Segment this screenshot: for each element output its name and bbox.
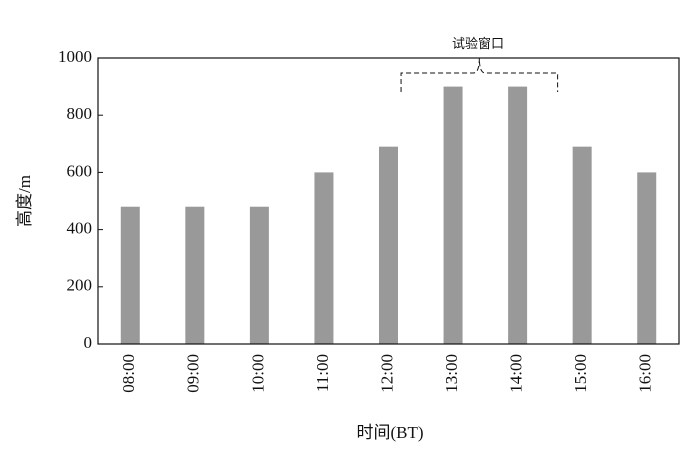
y-axis-label: 高度/m xyxy=(15,175,34,227)
plot-frame xyxy=(97,57,680,345)
x-tick-label: 15:00 xyxy=(571,354,590,393)
x-tick-label: 13:00 xyxy=(442,354,461,393)
y-tick-label: 1000 xyxy=(58,47,92,66)
x-tick-label: 14:00 xyxy=(507,354,526,393)
y-tick-label: 0 xyxy=(84,333,93,352)
y-tick-label: 200 xyxy=(67,276,93,295)
bar xyxy=(637,172,657,344)
bar xyxy=(314,172,334,344)
y-tick-label: 400 xyxy=(67,219,93,238)
bar xyxy=(120,206,140,344)
bar xyxy=(249,206,269,344)
y-tick-label: 800 xyxy=(67,104,93,123)
x-tick-label: 16:00 xyxy=(636,354,655,393)
bar xyxy=(508,86,528,344)
x-tick-label: 10:00 xyxy=(248,354,267,393)
y-tick-label: 600 xyxy=(67,161,93,180)
x-axis-label: 时间(BT) xyxy=(356,423,423,442)
bar xyxy=(185,206,205,344)
x-tick-label: 11:00 xyxy=(313,354,332,392)
bracket xyxy=(400,57,559,92)
bar xyxy=(379,146,398,344)
annotation: 试验窗口 xyxy=(452,36,504,51)
x-tick-label: 08:00 xyxy=(119,354,138,393)
bar xyxy=(572,146,592,344)
x-tick-label: 12:00 xyxy=(377,354,396,393)
x-tick-label: 09:00 xyxy=(184,354,203,393)
bar xyxy=(443,86,463,344)
